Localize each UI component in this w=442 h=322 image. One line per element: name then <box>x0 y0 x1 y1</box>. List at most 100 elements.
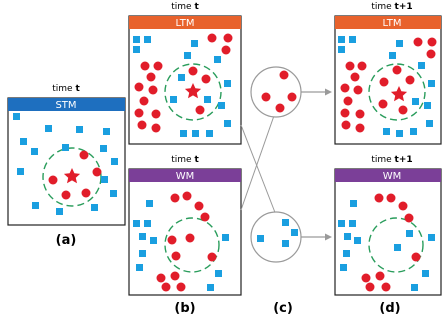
stm-square-item <box>110 190 117 197</box>
cross-link-line <box>240 124 277 216</box>
stm-circle-item <box>81 188 91 198</box>
ltm-t-square-item <box>224 80 231 87</box>
ltm-t-time-label: time t <box>171 2 199 12</box>
ltm-t-circles <box>134 33 233 133</box>
ltm-t-circle-item <box>139 96 149 106</box>
ltm-t-square-item <box>191 40 198 47</box>
arrow-right-icon <box>301 233 332 241</box>
ltm-t-square-item <box>184 52 191 59</box>
ltm-t-header <box>129 16 241 29</box>
bubble-square-item <box>291 229 298 236</box>
ltm-t-square-item <box>180 130 187 137</box>
wm-t1-header-label: WM <box>383 171 402 182</box>
ltm-t-squares <box>133 36 231 137</box>
stm-square-item <box>62 144 69 151</box>
wm-t1-time-label: time t+1 <box>371 155 412 165</box>
stm-square-item <box>101 176 108 183</box>
wm-t-circle-item <box>161 282 171 292</box>
star-icon <box>184 83 202 99</box>
wm-t1-circle-item <box>381 282 391 292</box>
wm-t1-circle-item <box>411 252 421 262</box>
wm-t1-squares <box>338 200 435 291</box>
bubble-circle-item <box>279 70 289 80</box>
ltm-t1-circle-item <box>398 105 408 115</box>
panel-label-d: (d) <box>379 301 400 316</box>
stm-circle-item <box>92 167 102 177</box>
wm-t-panel: time t WM <box>128 155 242 316</box>
wm-t-circle-item <box>185 233 195 243</box>
wm-t-circle-item <box>194 201 204 211</box>
ltm-t1-squares <box>338 36 435 137</box>
wm-t1-circle-item <box>365 282 375 292</box>
wm-t1-circle-item <box>375 271 385 281</box>
stm-squares <box>13 113 118 215</box>
ltm-t-circle-item <box>153 61 163 71</box>
ltm-t1-square-item <box>424 102 431 109</box>
ltm-t-square-item <box>218 102 225 109</box>
wm-t1-square-item <box>411 284 418 291</box>
wm-t-square-item <box>144 220 151 227</box>
wm-t1-square-item <box>406 230 413 237</box>
wm-t1-square-item <box>354 237 361 244</box>
stm-square-item <box>56 208 63 215</box>
stm-circle-item <box>48 175 58 185</box>
wm-t-square-item <box>146 200 153 207</box>
wm-t1-panel: time t+1 WM <box>334 155 442 316</box>
ltm-t-circle-item <box>140 61 150 71</box>
ltm-t-square-item <box>133 46 140 53</box>
wm-t-header-label: WM <box>176 171 195 182</box>
ltm-t1-square-item <box>418 62 425 69</box>
wm-t1-circle-item <box>361 273 371 283</box>
ltm-t-circle-item <box>134 108 144 118</box>
wm-t1-square-item <box>349 220 356 227</box>
ltm-t-square-item <box>224 120 231 127</box>
ltm-t-square-item <box>178 74 185 81</box>
wm-t1-square-item <box>343 250 350 257</box>
wm-t1-circle-item <box>386 193 396 203</box>
stm-square-item <box>103 128 110 135</box>
ltm-t1-circle-item <box>350 72 360 82</box>
bubble-square-item <box>282 240 289 247</box>
wm-t-header <box>129 169 241 182</box>
stm-square-item <box>32 202 39 209</box>
ltm-t1-circle-item <box>340 108 350 118</box>
ltm-t1-square-item <box>389 52 396 59</box>
ltm-t1-square-item <box>410 128 417 135</box>
wm-t-square-item <box>133 220 140 227</box>
wm-t-circle-item <box>200 212 210 222</box>
wm-t1-square-item <box>340 264 347 271</box>
bubble-circle-item <box>287 92 297 102</box>
wm-t-square-item <box>207 284 214 291</box>
wm-t-frame <box>128 168 242 296</box>
wm-t1-square-item <box>338 220 345 227</box>
wm-t1-square-item <box>394 244 401 251</box>
ltm-t-square-item <box>133 36 140 43</box>
stm-circle-item <box>61 190 71 200</box>
ltm-t1-circle-item <box>427 37 437 47</box>
star-icon <box>390 86 408 102</box>
ltm-t1-square-item <box>396 40 403 47</box>
wm-t-square-item <box>136 264 143 271</box>
stm-panel: time t STM ( <box>7 84 126 248</box>
wm-t-circle-item <box>170 193 180 203</box>
ltm-t1-square-item <box>338 36 345 43</box>
ltm-t-circle-item <box>146 72 156 82</box>
ltm-t1-square-item <box>412 98 419 105</box>
ltm-t-circle-item <box>151 123 161 133</box>
wm-t-square-item <box>139 233 146 240</box>
ltm-t-circle-item <box>207 33 217 43</box>
wm-t1-square-item <box>422 270 429 277</box>
wm-t-circle-item <box>207 252 217 262</box>
ltm-t1-circle-item <box>343 96 353 106</box>
ltm-t1-circle-item <box>341 120 351 130</box>
wm-t-circle-item <box>176 282 186 292</box>
ltm-t-circle-item <box>151 109 161 119</box>
bubble-circle-item <box>275 103 285 113</box>
ltm-t-square-item <box>214 56 221 63</box>
ltm-t-square-item <box>144 36 151 43</box>
wm-t1-square-item <box>344 233 351 240</box>
ltm-t-square-item <box>192 130 199 137</box>
wm-t-circle-item <box>170 271 180 281</box>
ltm-t1-square-item <box>426 120 433 127</box>
ltm-t-panel: time t LTM <box>128 2 242 145</box>
